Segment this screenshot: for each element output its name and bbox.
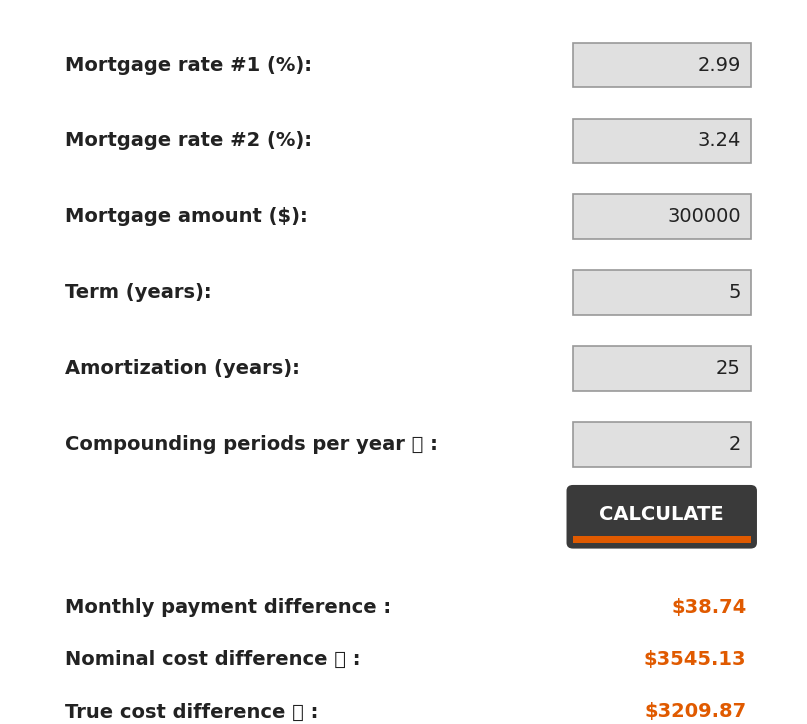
Text: True cost difference ⓘ :: True cost difference ⓘ :: [65, 702, 318, 722]
FancyBboxPatch shape: [573, 270, 751, 315]
Text: 2.99: 2.99: [697, 56, 741, 75]
Text: 5: 5: [729, 283, 741, 303]
FancyBboxPatch shape: [573, 119, 751, 164]
FancyBboxPatch shape: [573, 43, 751, 88]
Text: 300000: 300000: [667, 207, 741, 227]
Text: 25: 25: [716, 359, 741, 378]
Text: $3545.13: $3545.13: [644, 650, 746, 670]
Text: Monthly payment difference :: Monthly payment difference :: [65, 598, 391, 618]
FancyBboxPatch shape: [573, 346, 751, 391]
Text: 3.24: 3.24: [697, 132, 741, 151]
Text: Term (years):: Term (years):: [65, 283, 211, 303]
Text: $3209.87: $3209.87: [644, 702, 746, 722]
Text: CALCULATE: CALCULATE: [600, 505, 724, 524]
Text: Nominal cost difference ⓘ :: Nominal cost difference ⓘ :: [65, 650, 360, 670]
FancyBboxPatch shape: [573, 195, 751, 240]
Text: Mortgage amount ($):: Mortgage amount ($):: [65, 207, 307, 227]
Text: $38.74: $38.74: [671, 598, 746, 618]
Text: Compounding periods per year ⓘ :: Compounding periods per year ⓘ :: [65, 435, 437, 454]
FancyBboxPatch shape: [567, 485, 757, 549]
Text: Mortgage rate #2 (%):: Mortgage rate #2 (%):: [65, 132, 312, 151]
Text: Amortization (years):: Amortization (years):: [65, 359, 299, 378]
Text: 2: 2: [729, 435, 741, 454]
Text: Mortgage rate #1 (%):: Mortgage rate #1 (%):: [65, 56, 312, 75]
FancyBboxPatch shape: [573, 422, 751, 467]
Bar: [573, 536, 751, 543]
